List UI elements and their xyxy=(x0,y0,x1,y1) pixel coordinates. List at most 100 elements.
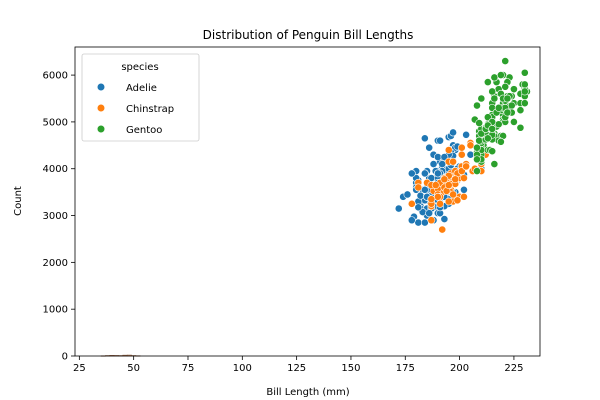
point-adelie xyxy=(407,169,416,178)
point-adelie xyxy=(460,185,468,194)
point-gentoo xyxy=(507,101,516,110)
point-gentoo xyxy=(516,106,525,115)
x-axis: 25 50 75 100 125 150 175 200 225 xyxy=(73,356,523,374)
legend-label: Gentoo xyxy=(126,125,162,136)
point-adelie xyxy=(449,128,457,137)
x-tick-label: 175 xyxy=(396,363,415,374)
point-gentoo xyxy=(483,78,492,87)
point-gentoo xyxy=(477,94,486,103)
point-gentoo xyxy=(520,99,529,108)
point-adelie xyxy=(425,209,434,218)
point-gentoo xyxy=(520,68,529,77)
y-tick-label: 2000 xyxy=(43,258,68,269)
x-tick-label: 100 xyxy=(233,363,252,374)
point-adelie xyxy=(414,203,423,212)
x-tick-label: 75 xyxy=(182,363,195,374)
legend: species Adelie Chinstrap Gentoo xyxy=(81,53,200,142)
point-gentoo xyxy=(496,137,505,146)
legend-marker xyxy=(96,82,106,92)
point-gentoo xyxy=(488,125,497,133)
point-gentoo xyxy=(473,155,481,164)
point-gentoo xyxy=(494,120,503,129)
x-tick-label: 150 xyxy=(341,363,360,374)
x-tick-label: 225 xyxy=(504,363,523,374)
point-gentoo xyxy=(496,71,505,79)
point-chinstrap xyxy=(444,197,453,206)
point-adelie xyxy=(466,150,475,159)
x-tick-label: 50 xyxy=(127,363,140,374)
point-gentoo xyxy=(488,87,497,96)
point-adelie xyxy=(438,160,447,168)
point-gentoo xyxy=(473,101,481,110)
point-gentoo xyxy=(475,136,484,145)
point-gentoo xyxy=(490,160,499,168)
point-chinstrap xyxy=(451,175,460,184)
point-chinstrap xyxy=(407,199,416,208)
point-chinstrap xyxy=(449,190,457,199)
point-gentoo xyxy=(488,147,497,156)
point-chinstrap xyxy=(457,143,466,152)
point-adelie xyxy=(420,218,429,227)
y-tick-label: 6000 xyxy=(43,71,68,82)
plot-area-frame xyxy=(74,46,541,357)
point-adelie xyxy=(462,130,471,139)
point-adelie xyxy=(394,204,403,213)
point-chinstrap xyxy=(427,195,436,204)
x-tick-label: 125 xyxy=(287,363,306,374)
point-adelie xyxy=(403,190,412,199)
point-chinstrap xyxy=(460,174,468,182)
point-gentoo xyxy=(520,80,529,89)
point-adelie xyxy=(436,136,444,145)
point-adelie xyxy=(440,215,449,223)
point-gentoo xyxy=(503,94,512,103)
y-tick-label: 4000 xyxy=(43,164,68,175)
point-gentoo xyxy=(494,103,503,112)
point-gentoo xyxy=(516,123,525,132)
point-chinstrap xyxy=(460,192,468,201)
x-tick-label: 200 xyxy=(450,363,469,374)
point-chinstrap xyxy=(414,183,423,192)
point-chinstrap xyxy=(462,162,471,171)
y-tick-label: 1000 xyxy=(43,305,68,316)
x-tick-label: 25 xyxy=(73,363,86,374)
legend-label: Chinstrap xyxy=(126,104,174,115)
y-tick-label: 0 xyxy=(62,352,68,363)
point-adelie xyxy=(433,153,442,161)
point-gentoo xyxy=(473,143,481,152)
point-adelie xyxy=(407,216,416,225)
point-gentoo xyxy=(483,134,492,143)
point-gentoo xyxy=(503,108,512,117)
point-chinstrap xyxy=(453,196,462,205)
point-adelie xyxy=(420,134,429,143)
point-gentoo xyxy=(473,167,481,175)
point-gentoo xyxy=(475,119,484,127)
point-chinstrap xyxy=(449,157,457,166)
x-axis-label: Bill Length (mm) xyxy=(266,387,349,398)
point-adelie xyxy=(425,143,434,152)
point-chinstrap xyxy=(440,175,449,184)
point-gentoo xyxy=(510,118,518,126)
legend-box xyxy=(81,53,200,142)
y-axis-label: Count xyxy=(13,186,24,216)
legend-marker xyxy=(96,103,106,113)
legend-item-gentoo: Gentoo xyxy=(96,124,162,136)
legend-item-chinstrap: Chinstrap xyxy=(96,103,174,115)
point-gentoo xyxy=(501,82,510,91)
point-chinstrap xyxy=(433,192,442,201)
point-chinstrap xyxy=(444,146,453,154)
point-gentoo xyxy=(520,87,529,96)
point-chinstrap xyxy=(444,181,453,190)
point-adelie xyxy=(414,218,423,227)
point-adelie xyxy=(420,169,429,178)
y-tick-label: 3000 xyxy=(43,211,68,222)
legend-item-adelie: Adelie xyxy=(96,82,157,94)
point-gentoo xyxy=(490,94,499,103)
y-axis: 0 1000 2000 3000 4000 5000 6000 xyxy=(43,71,75,363)
point-gentoo xyxy=(510,85,518,94)
point-chinstrap xyxy=(436,199,444,208)
points-layer xyxy=(394,57,531,234)
point-adelie xyxy=(429,160,438,168)
point-chinstrap xyxy=(457,150,466,159)
point-gentoo xyxy=(501,57,510,65)
